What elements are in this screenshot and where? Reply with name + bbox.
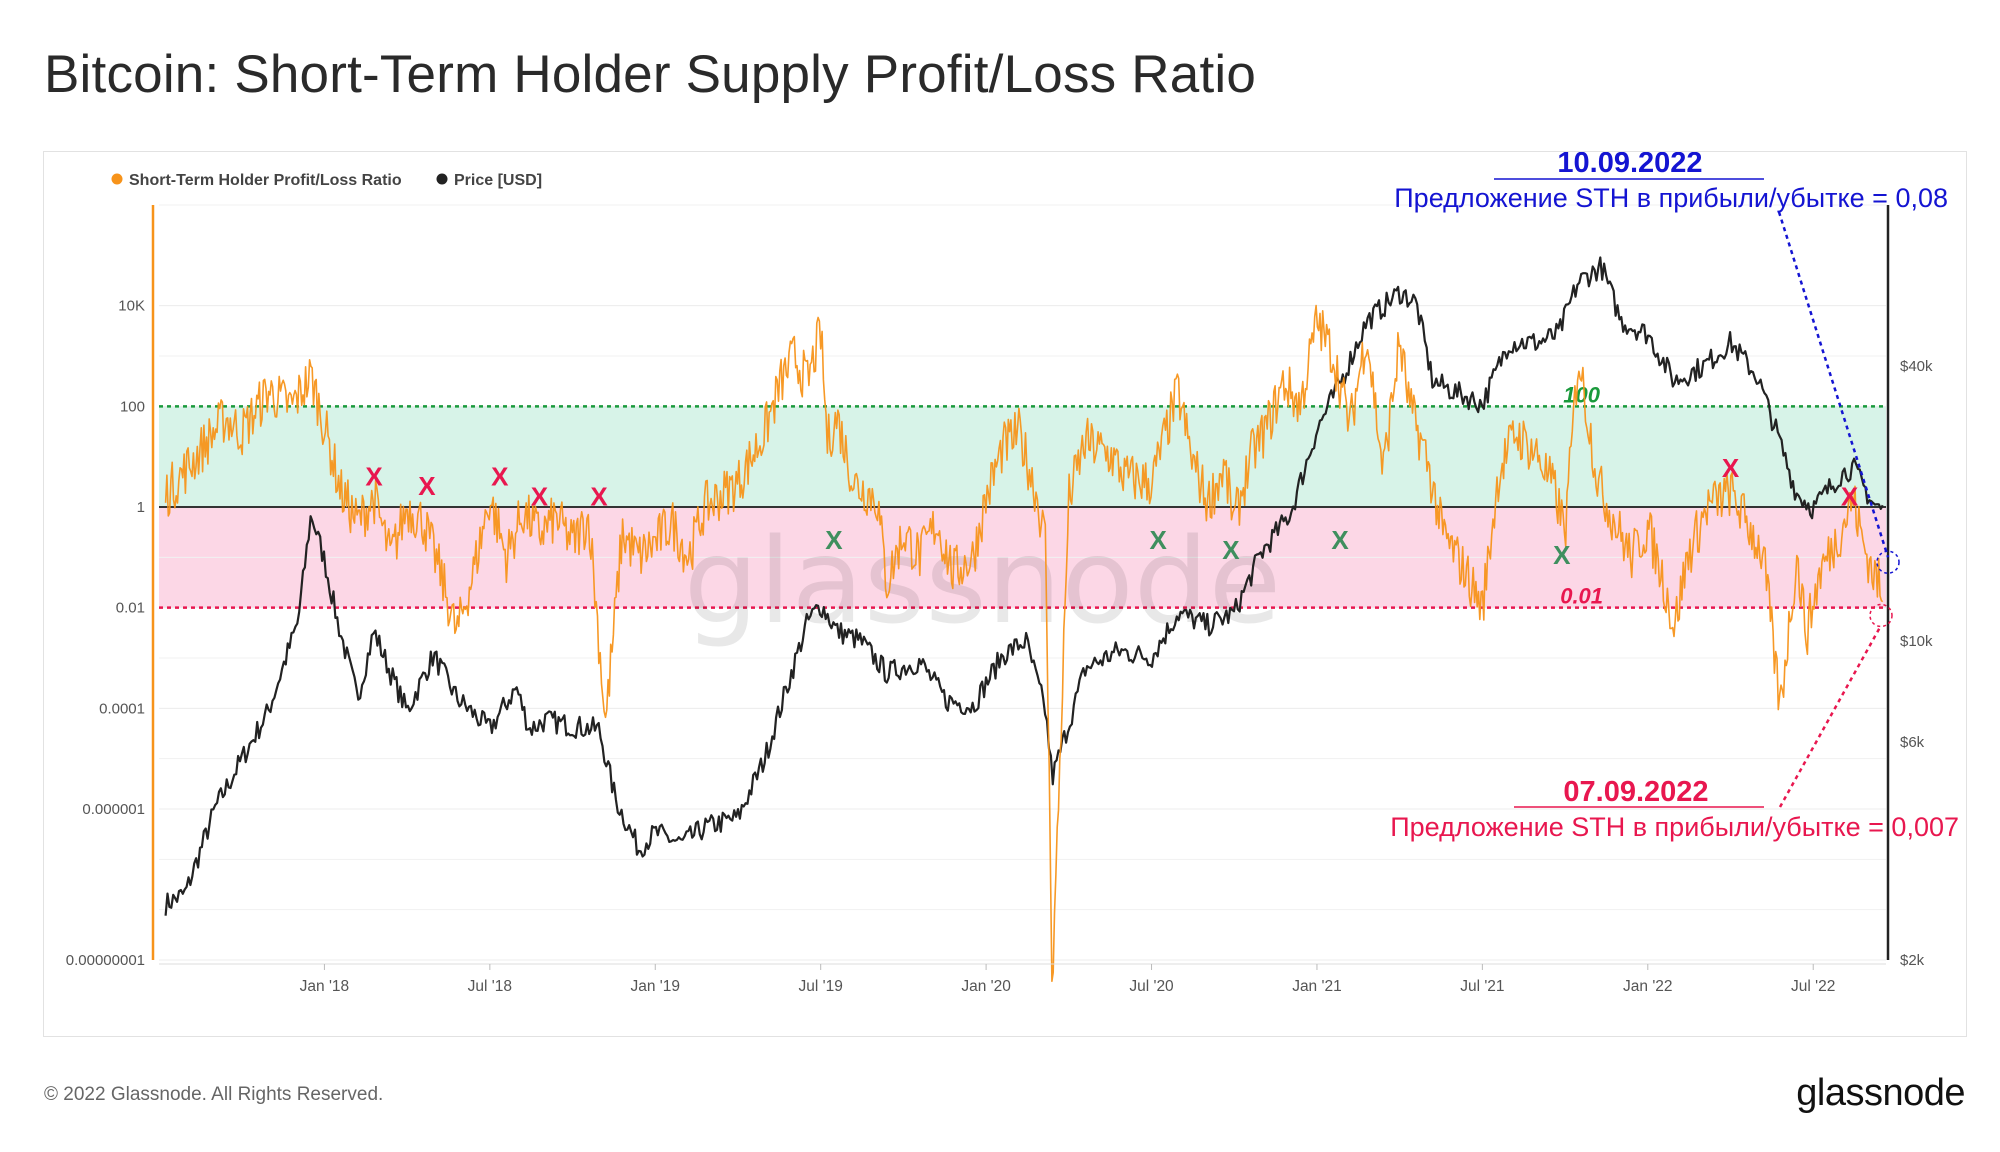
marker-red: X (1722, 453, 1740, 483)
marker-red: X (491, 462, 509, 492)
x-tick-label: Jul '21 (1460, 978, 1504, 995)
annotation-circle (1876, 550, 1900, 574)
marker-green: X (825, 525, 843, 555)
left-tick-label: 0.000001 (82, 801, 145, 818)
left-tick-label: 1 (137, 499, 145, 516)
x-tick-label: Jul '20 (1129, 978, 1174, 995)
marker-red: X (418, 471, 436, 501)
left-tick-label: 0.0001 (99, 700, 145, 717)
chart-frame: 100 0.01 glassnode 10K 100 1 0.01 0.0001 0.000… (43, 151, 1967, 1037)
legend-dot (111, 173, 123, 185)
left-tick-label: 10K (118, 298, 145, 315)
x-tick-label: Jan '18 (300, 978, 350, 995)
legend-label: Short-Term Holder Profit/Loss Ratio (129, 172, 402, 189)
right-tick-label: $6k (1900, 734, 1925, 751)
marker-red: X (1841, 482, 1859, 512)
left-tick-label: 100 (120, 398, 145, 415)
annotation-leader (1778, 624, 1883, 808)
x-tick-label: Jul '22 (1791, 978, 1835, 995)
series-price-line (164, 256, 1884, 916)
left-tick-label: 0.01 (116, 600, 145, 617)
brand-logo[interactable]: glassnode (1796, 1072, 1965, 1114)
legend: Short-Term Holder Profit/Loss Ratio Price… (111, 172, 542, 189)
x-tick-label: Jan '19 (631, 978, 681, 995)
right-tick-label: $2k (1900, 952, 1925, 969)
annotation-text: Предложение STH в прибыли/убытке = 0,08 (1394, 183, 1948, 213)
axes: 10K 100 1 0.01 0.0001 0.000001 0.00000001 $40k $… (66, 205, 1933, 995)
series-ratio-line (164, 304, 1884, 982)
marker-red: X (365, 462, 383, 492)
marker-green: X (1149, 525, 1167, 555)
page-title: Bitcoin: Short-Term Holder Supply Profit… (44, 45, 1257, 104)
right-tick-label: $40k (1900, 358, 1933, 375)
marker-green: X (1553, 540, 1571, 570)
threshold-100-label: 100 (1563, 382, 1600, 407)
legend-label: Price [USD] (454, 172, 542, 189)
x-tick-label: Jan '22 (1623, 978, 1673, 995)
left-tick-label: 0.00000001 (66, 952, 145, 969)
grid-lines: 100 0.01 (159, 204, 1886, 961)
x-tick-label: Jul '19 (799, 978, 843, 995)
threshold-001-label: 0.01 (1560, 584, 1603, 609)
marker-green: X (1222, 535, 1240, 565)
annotation-date: 07.09.2022 (1563, 776, 1708, 808)
copyright: © 2022 Glassnode. All Rights Reserved. (44, 1084, 384, 1105)
x-tick-label: Jan '20 (961, 978, 1011, 995)
marker-red: X (531, 482, 549, 512)
annotation-date: 10.09.2022 (1557, 152, 1702, 179)
series-layer (164, 256, 1884, 982)
marker-green: X (1331, 525, 1349, 555)
annotations: 10.09.2022 Предложение STH в прибыли/убыт… (1390, 152, 1959, 842)
x-tick-label: Jan '21 (1292, 978, 1342, 995)
x-tick-label: Jul '18 (468, 978, 512, 995)
marker-red: X (590, 482, 608, 512)
annotation-circle (1869, 603, 1893, 628)
annotation-text: Предложение STH в прибыли/убытке = 0,007 (1390, 812, 1959, 842)
right-tick-label: $10k (1900, 633, 1933, 650)
legend-dot (436, 173, 448, 185)
